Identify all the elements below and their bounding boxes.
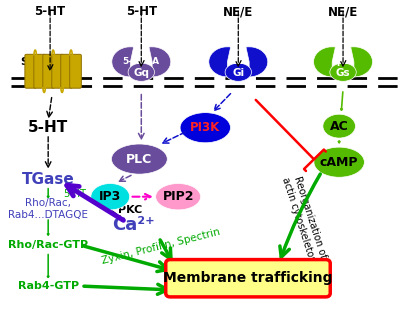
Text: Membrane trafficking: Membrane trafficking <box>163 271 333 285</box>
Ellipse shape <box>91 184 130 210</box>
FancyBboxPatch shape <box>25 54 36 88</box>
Text: Rho/Rac-GTP: Rho/Rac-GTP <box>8 240 88 250</box>
Text: Rab4-GTP: Rab4-GTP <box>18 281 79 291</box>
Text: β2: β2 <box>337 57 349 66</box>
Ellipse shape <box>225 63 252 81</box>
Text: Gi: Gi <box>232 68 244 78</box>
FancyBboxPatch shape <box>70 54 81 88</box>
Wedge shape <box>112 47 134 77</box>
Text: cAMP: cAMP <box>320 156 358 169</box>
Text: 5-HT: 5-HT <box>64 189 87 198</box>
Ellipse shape <box>128 63 154 81</box>
Text: Reorganization of
actin cytoskeleton: Reorganization of actin cytoskeleton <box>280 173 328 265</box>
Text: 5-HT: 5-HT <box>34 5 66 18</box>
FancyBboxPatch shape <box>166 260 330 297</box>
Wedge shape <box>246 47 268 77</box>
FancyBboxPatch shape <box>61 54 72 88</box>
Wedge shape <box>209 47 231 77</box>
Text: 5-HT: 5-HT <box>126 5 157 18</box>
Text: PI3K: PI3K <box>190 121 220 134</box>
Text: 5-HT2A: 5-HT2A <box>123 57 160 66</box>
Text: Gq: Gq <box>133 68 149 78</box>
Text: SERT: SERT <box>20 57 51 67</box>
Text: Gs: Gs <box>336 68 350 78</box>
Text: 5-HT: 5-HT <box>28 120 68 135</box>
Ellipse shape <box>314 147 364 177</box>
Ellipse shape <box>112 144 167 174</box>
Text: AC: AC <box>330 120 348 133</box>
Wedge shape <box>149 47 171 77</box>
Text: Rho/Rac,
Rab4...DTAGQE: Rho/Rac, Rab4...DTAGQE <box>8 198 88 220</box>
Ellipse shape <box>330 63 356 81</box>
Text: PKC: PKC <box>118 205 142 215</box>
Text: NE/E: NE/E <box>328 5 358 18</box>
Text: α2: α2 <box>232 57 244 66</box>
FancyBboxPatch shape <box>43 54 54 88</box>
Text: NE/E: NE/E <box>223 5 254 18</box>
FancyBboxPatch shape <box>34 54 46 88</box>
FancyBboxPatch shape <box>52 54 64 88</box>
Text: Zyxin, Profilin, Spectrin: Zyxin, Profilin, Spectrin <box>100 227 221 266</box>
Wedge shape <box>351 47 372 77</box>
Text: PIP2: PIP2 <box>162 190 194 203</box>
Text: TGase: TGase <box>22 172 74 187</box>
Wedge shape <box>314 47 336 77</box>
Text: PLC: PLC <box>126 152 152 166</box>
Ellipse shape <box>323 114 356 138</box>
Text: IP3: IP3 <box>99 190 121 203</box>
Ellipse shape <box>180 113 230 143</box>
Text: Ca²⁺: Ca²⁺ <box>112 216 155 234</box>
Ellipse shape <box>156 184 201 210</box>
